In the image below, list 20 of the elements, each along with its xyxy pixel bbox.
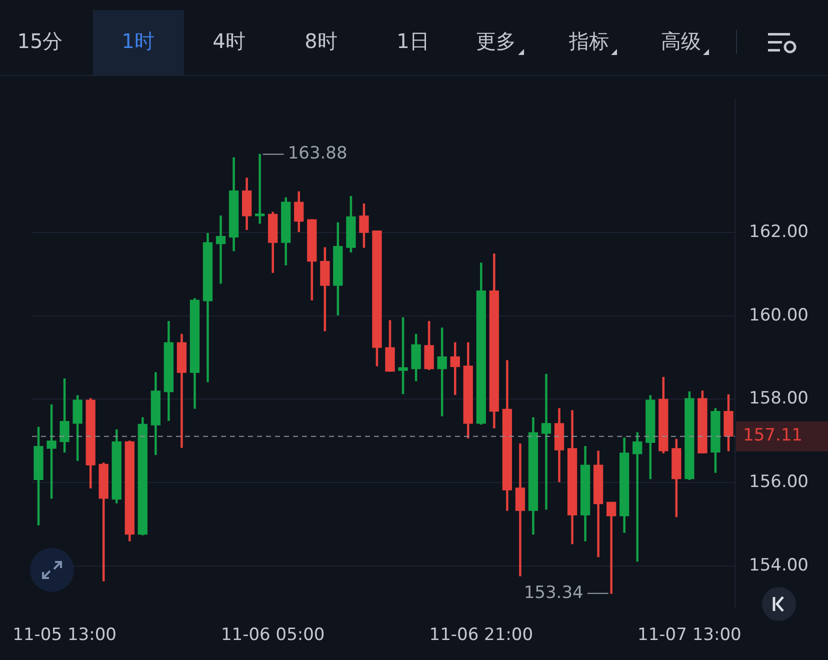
text: 更多 (476, 29, 516, 53)
x-tick-label: 11-06 21:00 (429, 625, 534, 646)
y-tick-label: 162.00 (749, 222, 808, 242)
x-tick-label: 11-07 13:00 (638, 625, 742, 646)
y-tick-label: 154.00 (749, 555, 808, 576)
y-tick-label: 158.00 (749, 388, 808, 409)
annotation: 163.88 (288, 144, 348, 164)
text: 高级 (661, 29, 701, 53)
text: 指标 (569, 29, 609, 53)
ref-line-label: 157.11 (743, 426, 802, 446)
text: 1日 (396, 29, 430, 53)
y-tick-label: 156.00 (749, 472, 808, 492)
x-tick-label: 11-06 05:00 (220, 625, 325, 646)
y-tick-label: 160.00 (749, 305, 808, 326)
text: 8时 (304, 29, 338, 53)
text: 15分 (17, 29, 63, 53)
annotation: 153.34 (524, 582, 584, 603)
x-tick-label: 11-05 13:00 (12, 625, 116, 646)
text: 1时 (122, 29, 154, 53)
text: 4时 (212, 29, 246, 53)
